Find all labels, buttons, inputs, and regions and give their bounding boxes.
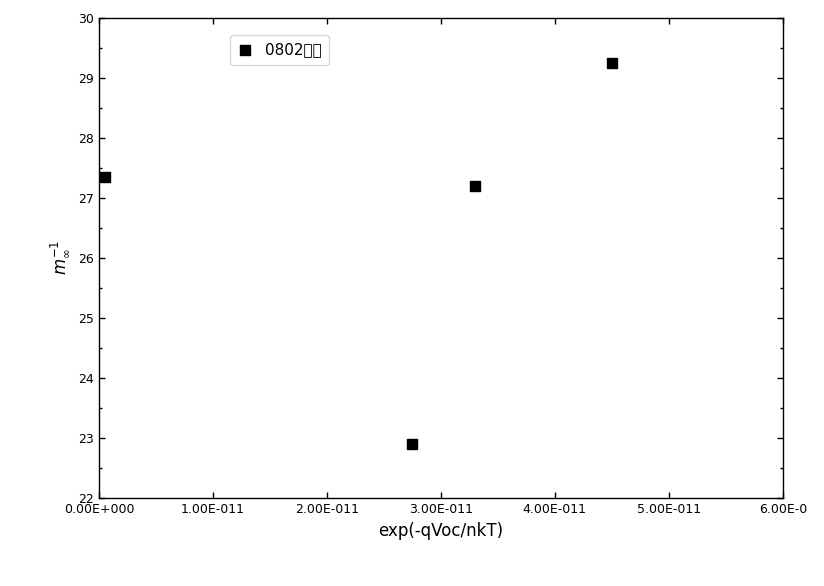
Y-axis label: $m_{\infty}^{-1}$: $m_{\infty}^{-1}$ <box>49 240 71 275</box>
Legend: 0802组件: 0802组件 <box>230 35 329 65</box>
Point <box>605 58 618 67</box>
Point <box>405 440 419 449</box>
X-axis label: exp(-qVoc/nkT): exp(-qVoc/nkT) <box>378 522 503 540</box>
Point <box>98 172 111 182</box>
Point <box>468 181 481 190</box>
